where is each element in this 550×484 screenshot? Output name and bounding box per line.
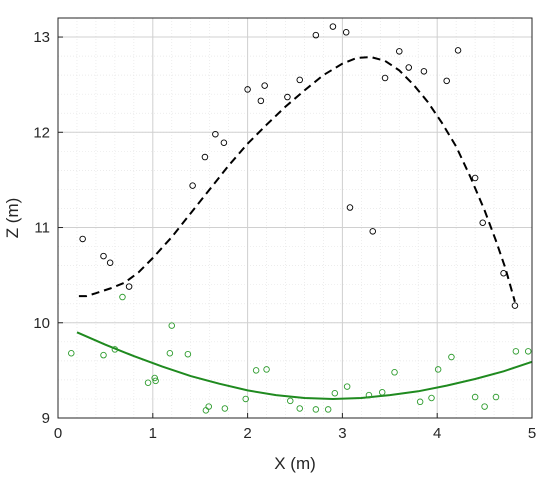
- data-point: [201, 153, 209, 161]
- x-tick-label: 1: [149, 425, 157, 442]
- data-point: [500, 269, 507, 277]
- data-point: [434, 366, 442, 373]
- data-point: [312, 406, 320, 413]
- fit-curve-3: [78, 55, 516, 303]
- x-tick-label: 2: [243, 425, 251, 442]
- y-tick-label: 9: [42, 410, 50, 427]
- data-point: [312, 31, 320, 39]
- y-tick-label: 13: [33, 29, 50, 46]
- data-point: [448, 353, 455, 361]
- data-point: [100, 252, 107, 260]
- data-point: [106, 259, 114, 267]
- data-point: [261, 82, 268, 89]
- y-axis-label: Z (m): [3, 198, 22, 239]
- data-point: [454, 47, 462, 54]
- data-point: [342, 29, 350, 36]
- data-point: [428, 394, 435, 402]
- data-point: [125, 283, 133, 290]
- data-point: [471, 174, 479, 182]
- y-tick-label: 10: [33, 315, 50, 332]
- data-point: [111, 346, 119, 353]
- data-point: [263, 366, 270, 373]
- curves: [76, 55, 533, 401]
- data-point: [381, 74, 389, 82]
- data-point: [471, 393, 479, 401]
- x-tick-label: 3: [338, 425, 346, 442]
- data-point: [396, 48, 403, 55]
- x-axis-label: X (m): [274, 454, 316, 473]
- data-point: [166, 349, 174, 357]
- data-point: [68, 349, 75, 357]
- data-point: [205, 403, 212, 410]
- data-point: [212, 130, 219, 138]
- y-tick-label: 11: [34, 220, 50, 237]
- data-point: [257, 97, 265, 105]
- data-point: [391, 369, 398, 376]
- data-point: [100, 351, 107, 359]
- data-point: [296, 405, 303, 412]
- data-point: [378, 389, 386, 396]
- data-point: [405, 64, 413, 71]
- data-point: [512, 348, 520, 355]
- data-point: [481, 403, 488, 410]
- data-point: [189, 182, 196, 189]
- data-point: [524, 348, 532, 355]
- data-point: [242, 395, 249, 403]
- x-tick-label: 5: [528, 425, 536, 442]
- data-point: [252, 367, 260, 374]
- data-point: [119, 293, 126, 301]
- data-point: [202, 407, 210, 414]
- data-point: [420, 68, 428, 75]
- data-point: [416, 398, 424, 406]
- data-point: [479, 219, 486, 227]
- data-point: [492, 393, 500, 401]
- data-point: [365, 391, 373, 399]
- data-point: [244, 86, 251, 93]
- data-point: [151, 374, 158, 382]
- fit-curve-4: [76, 331, 533, 401]
- data-point: [346, 204, 354, 211]
- data-point: [287, 397, 294, 405]
- data-point: [296, 76, 303, 84]
- data-point: [221, 405, 229, 412]
- data-point: [144, 379, 152, 387]
- plot-frame: [57, 17, 533, 419]
- data-point: [168, 322, 176, 329]
- data-point: [329, 23, 337, 30]
- data-point: [331, 389, 339, 397]
- data-point: [284, 93, 291, 101]
- x-tick-label: 4: [433, 425, 441, 442]
- x-tick-label: 0: [54, 425, 62, 442]
- data-point: [152, 377, 159, 385]
- data-points: [68, 23, 532, 414]
- data-point: [220, 139, 228, 147]
- data-point: [184, 350, 192, 358]
- data-point: [324, 406, 332, 413]
- data-point: [343, 383, 351, 390]
- data-point: [79, 235, 86, 243]
- data-point: [511, 302, 519, 309]
- data-point: [443, 77, 450, 85]
- grid: [57, 17, 533, 419]
- y-tick-label: 12: [33, 124, 50, 141]
- data-point: [369, 228, 376, 235]
